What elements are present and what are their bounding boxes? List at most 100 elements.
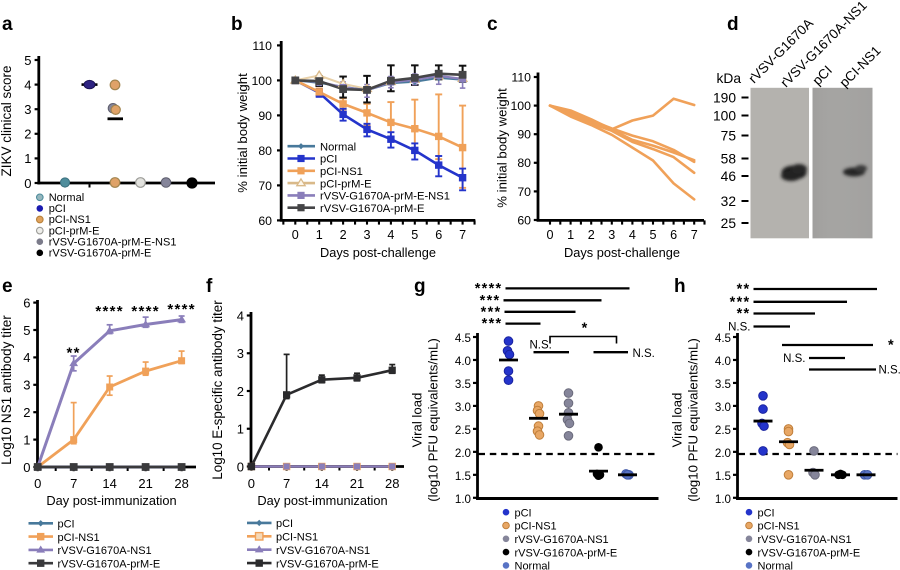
svg-text:60: 60: [258, 214, 272, 228]
svg-text:21: 21: [138, 476, 152, 491]
svg-text:rVSV-G1670A-NS1: rVSV-G1670A-NS1: [515, 534, 609, 546]
svg-text:70: 70: [258, 179, 272, 193]
svg-text:6: 6: [670, 228, 677, 242]
svg-text:Log10 NS1 antibody titer: Log10 NS1 antibody titer: [0, 315, 14, 465]
svg-text:2: 2: [340, 228, 347, 242]
svg-text:rVSV-G1670A-NS1: rVSV-G1670A-NS1: [276, 545, 370, 557]
svg-text:7: 7: [283, 476, 290, 491]
svg-text:ZIKV clinical score: ZIKV clinical score: [0, 65, 14, 176]
svg-text:100: 100: [251, 74, 272, 88]
svg-text:46: 46: [721, 169, 737, 184]
svg-text:0: 0: [292, 228, 299, 242]
svg-text:90: 90: [517, 128, 531, 142]
svg-text:pCI: pCI: [276, 518, 293, 530]
svg-text:0: 0: [24, 176, 31, 191]
svg-text:32: 32: [721, 194, 736, 209]
svg-text:0: 0: [237, 459, 244, 474]
svg-text:a: a: [2, 14, 13, 35]
svg-text:1.5: 1.5: [715, 470, 731, 483]
svg-text:pCI: pCI: [49, 203, 66, 215]
svg-text:2: 2: [588, 228, 595, 242]
svg-text:(log10 PFU equivalents/mL): (log10 PFU equivalents/mL): [426, 338, 441, 501]
svg-text:****: ****: [167, 301, 196, 318]
svg-text:b: b: [231, 14, 243, 35]
svg-text:pCI-NS1: pCI-NS1: [758, 521, 800, 533]
svg-text:3: 3: [23, 378, 30, 393]
svg-text:pCI-prM-E: pCI-prM-E: [320, 178, 372, 190]
svg-text:pCI-prM-E: pCI-prM-E: [49, 225, 100, 237]
svg-text:4: 4: [23, 350, 30, 365]
svg-text:h: h: [674, 276, 686, 297]
svg-text:0: 0: [23, 460, 30, 475]
svg-text:110: 110: [511, 70, 531, 84]
svg-text:28: 28: [174, 476, 188, 491]
svg-text:5: 5: [23, 323, 30, 338]
svg-text:***: ***: [481, 304, 502, 320]
svg-text:Normal: Normal: [49, 192, 84, 204]
svg-text:25: 25: [721, 216, 737, 231]
svg-text:3: 3: [608, 228, 615, 242]
svg-text:*: *: [888, 338, 894, 354]
svg-text:3: 3: [24, 102, 31, 117]
svg-text:100: 100: [713, 108, 736, 123]
svg-text:pCI: pCI: [515, 507, 532, 519]
svg-text:80: 80: [258, 144, 272, 158]
svg-text:**: **: [737, 282, 751, 298]
svg-text:(log10 PFU equivalents/mL): (log10 PFU equivalents/mL): [686, 338, 701, 501]
svg-text:4.5: 4.5: [715, 332, 731, 345]
svg-text:100: 100: [510, 99, 531, 113]
svg-text:N.S.: N.S.: [728, 322, 750, 334]
svg-text:3.0: 3.0: [455, 401, 471, 414]
svg-text:4.0: 4.0: [715, 355, 731, 368]
svg-text:pCI: pCI: [320, 154, 337, 166]
svg-text:5: 5: [411, 228, 418, 242]
svg-text:2.5: 2.5: [715, 424, 731, 437]
svg-text:****: ****: [95, 303, 124, 320]
svg-text:Viral load: Viral load: [410, 393, 425, 448]
svg-text:rVSV-G1670A-prM-E: rVSV-G1670A-prM-E: [515, 547, 618, 559]
svg-text:Day post-immunization: Day post-immunization: [46, 493, 176, 508]
svg-text:0: 0: [248, 476, 255, 491]
svg-text:2.5: 2.5: [455, 424, 471, 437]
svg-text:0: 0: [34, 476, 41, 491]
svg-text:d: d: [727, 14, 739, 35]
svg-text:Log10 E-specific antibody tite: Log10 E-specific antibody titer: [210, 300, 225, 480]
svg-text:rVSV-G1670A-prM-E: rVSV-G1670A-prM-E: [758, 547, 861, 559]
svg-text:pCI-NS1: pCI-NS1: [276, 532, 318, 544]
svg-text:3.5: 3.5: [715, 378, 731, 391]
svg-text:6: 6: [435, 228, 442, 242]
svg-text:rVSV-G1670A-prM-E: rVSV-G1670A-prM-E: [320, 203, 424, 215]
svg-text:70: 70: [517, 185, 531, 199]
svg-text:28: 28: [385, 476, 399, 491]
svg-text:Normal: Normal: [758, 561, 793, 570]
svg-text:5: 5: [24, 53, 31, 68]
svg-text:21: 21: [350, 476, 364, 491]
svg-text:6: 6: [23, 295, 30, 310]
svg-text:pCI: pCI: [758, 507, 775, 519]
svg-text:% initial body weight: % initial body weight: [235, 73, 250, 193]
svg-text:14: 14: [102, 476, 116, 491]
svg-text:pCI-NS1: pCI-NS1: [49, 214, 91, 226]
svg-text:rVSV-G1670A-NS1: rVSV-G1670A-NS1: [58, 545, 152, 557]
svg-text:Viral load: Viral load: [670, 393, 685, 448]
svg-text:1: 1: [23, 432, 30, 447]
svg-text:2: 2: [23, 405, 30, 420]
svg-text:1: 1: [316, 228, 323, 242]
svg-text:190: 190: [713, 90, 736, 105]
svg-text:7: 7: [691, 228, 698, 242]
svg-text:1: 1: [237, 422, 244, 437]
svg-text:3.5: 3.5: [455, 378, 471, 391]
svg-text:5: 5: [649, 228, 656, 242]
svg-text:rVSV-G1670A-prM-E: rVSV-G1670A-prM-E: [276, 558, 379, 570]
svg-text:**: **: [737, 306, 751, 322]
svg-text:3.0: 3.0: [715, 401, 731, 414]
svg-text:% initial body weight: % initial body weight: [495, 88, 510, 208]
svg-text:***: ***: [730, 294, 751, 310]
svg-text:****: ****: [131, 303, 160, 320]
svg-text:1.0: 1.0: [455, 493, 471, 506]
svg-text:4: 4: [387, 228, 394, 242]
svg-text:rVSV-G1670A-prM-E-NS1: rVSV-G1670A-prM-E-NS1: [320, 191, 450, 203]
svg-text:rVSV-G1670A-NS1: rVSV-G1670A-NS1: [758, 534, 852, 546]
svg-text:1: 1: [567, 228, 574, 242]
svg-text:60: 60: [517, 213, 531, 227]
